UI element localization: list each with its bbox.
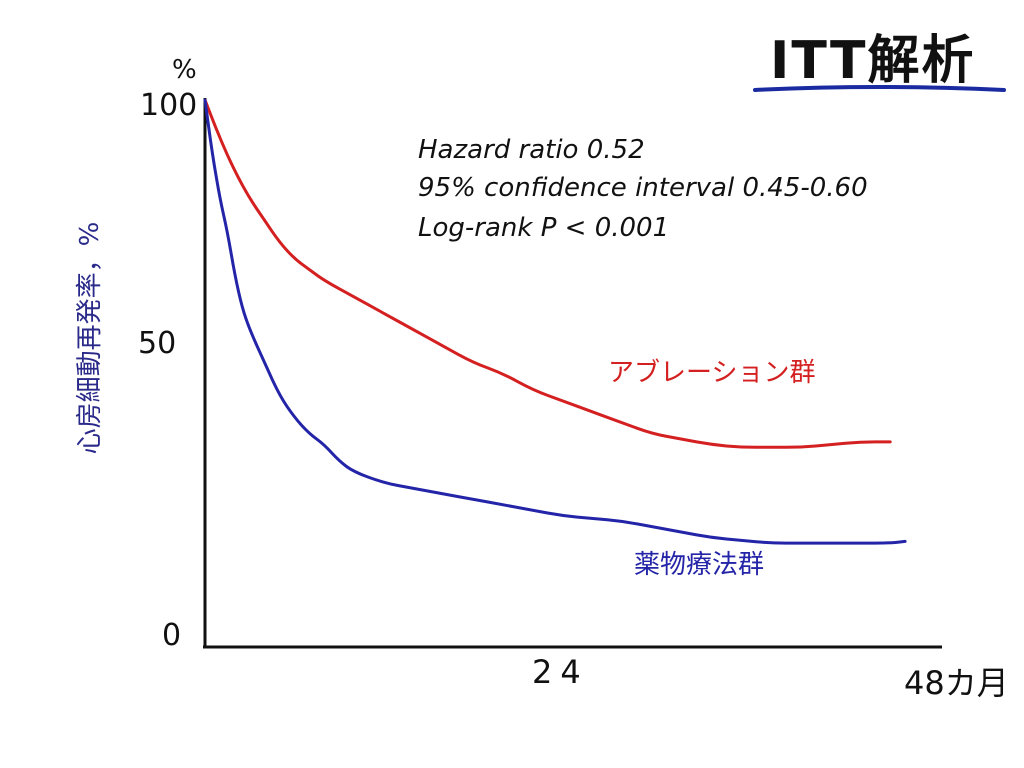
series-line-drug xyxy=(203,98,907,545)
series-label-drug: 薬物療法群 xyxy=(634,550,764,580)
x-tick-label-48: 48カ月 xyxy=(904,664,1009,702)
series-layer xyxy=(203,98,907,545)
hazard-ratio-text: Hazard ratio 0.52 xyxy=(418,135,645,165)
title-underline xyxy=(753,85,1006,92)
y-axis-label: 心房細動再発率，% xyxy=(75,222,105,455)
log-rank-text: Log-rank P < 0.001 xyxy=(418,213,669,243)
chart-title: ITT解析 xyxy=(770,31,975,91)
series-label-ablation: アブレーション群 xyxy=(608,358,815,388)
x-tick-label-24: 24 xyxy=(532,653,589,691)
y-tick-label-50: 50 xyxy=(138,326,176,361)
y-tick-label-100: 100 xyxy=(140,88,197,123)
y-unit-label: % xyxy=(172,55,197,85)
y-tick-label-0: 0 xyxy=(162,618,181,653)
confidence-interval-text: 95% confidence interval 0.45-0.60 xyxy=(418,173,868,203)
series-line-ablation xyxy=(203,98,892,449)
